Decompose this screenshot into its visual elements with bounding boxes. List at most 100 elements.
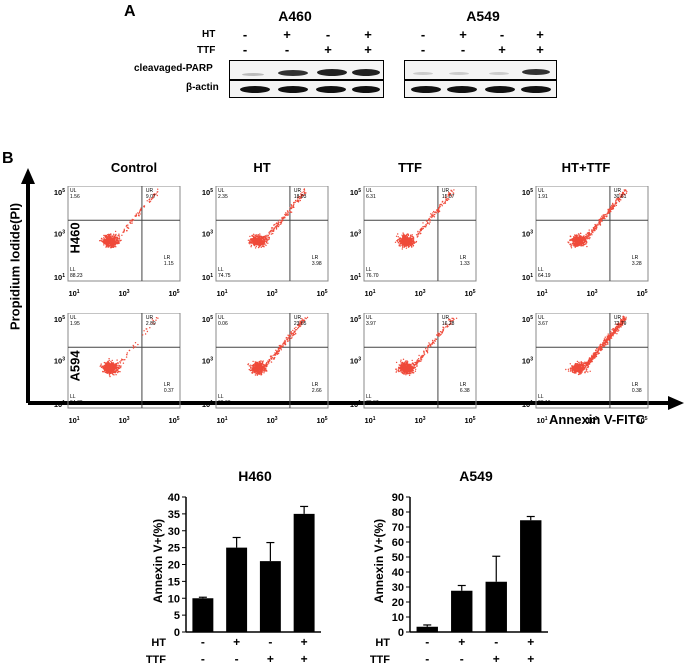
- flow-y-tick: 103: [202, 230, 213, 239]
- quadrant-label-ul: UL: [218, 315, 225, 321]
- quadrant-label-ul: UL: [70, 188, 77, 194]
- quadrant-label-ul: UL: [366, 315, 373, 321]
- wb-sign: -: [242, 42, 248, 57]
- treatment-row-label: TTF: [370, 654, 390, 666]
- treatment-sign: +: [233, 635, 240, 649]
- quadrant-label-ul: UL: [70, 315, 77, 321]
- bar-y-tick-label: 10: [168, 593, 180, 605]
- flow-y-tick: 103: [202, 357, 213, 366]
- wb-sign: +: [536, 27, 544, 42]
- flow-x-tick: 105: [636, 416, 647, 425]
- quadrant-value-ul: 2.35: [218, 194, 228, 200]
- treatment-sign: +: [527, 635, 534, 649]
- quadrant-label-lr: LR: [632, 382, 639, 388]
- flow-x-tick: 101: [364, 289, 375, 298]
- treatment-sign: -: [425, 652, 429, 666]
- treatment-row-label: TTF: [146, 654, 166, 666]
- treatment-sign: +: [493, 652, 500, 666]
- x-axis-title: Annexin V-FITC: [549, 412, 646, 427]
- quadrant-label-ul: UL: [366, 188, 373, 194]
- bar-y-tick-label: 20: [168, 560, 180, 572]
- quadrant-value-ll: 64.19: [538, 273, 551, 279]
- quadrant-label-ur: UR: [442, 188, 450, 194]
- quadrant-value-ur: 23.65: [294, 321, 307, 327]
- quadrant-value-ur: 30.61: [614, 194, 627, 200]
- bar-y-tick-label: 30: [392, 582, 404, 594]
- bar-y-tick-label: 10: [392, 612, 404, 624]
- quadrant-value-ll: 76.70: [366, 273, 379, 279]
- treatment-sign: -: [201, 652, 205, 666]
- wb-sign: +: [283, 27, 291, 42]
- quadrant-label-ll: LL: [538, 394, 544, 400]
- quadrant-value-lr: 2.66: [312, 388, 322, 394]
- flow-x-tick: 103: [266, 289, 277, 298]
- treatment-sign: -: [201, 635, 205, 649]
- treatment-row-label: HT: [151, 637, 166, 649]
- blot-parp-a549: [404, 60, 557, 80]
- flow-x-tick: 101: [216, 289, 227, 298]
- bar-y-tick-label: 0: [398, 627, 404, 639]
- wb-sign: -: [325, 27, 331, 42]
- quadrant-value-ll: 73.37: [366, 400, 379, 406]
- bar-y-tick-label: 30: [168, 526, 180, 538]
- bar-y-tick-label: 40: [168, 492, 180, 504]
- flow-y-tick: 103: [54, 357, 65, 366]
- treatment-sign: -: [235, 652, 239, 666]
- flow-x-tick: 103: [414, 289, 425, 298]
- flow-x-tick: 103: [118, 289, 129, 298]
- flow-y-tick: 105: [54, 188, 65, 197]
- quadrant-value-ul: 3.67: [538, 321, 548, 327]
- flow-x-tick: 103: [586, 416, 597, 425]
- treatment-sign: +: [301, 652, 308, 666]
- flow-x-tick: 101: [216, 416, 227, 425]
- quadrant-value-lr: 3.28: [632, 261, 642, 267]
- quadrant-value-ll: 74.75: [218, 273, 231, 279]
- wb-row-label-ht: HT: [202, 29, 216, 40]
- quadrant-value-ur: 18.93: [294, 194, 307, 200]
- flow-x-tick: 105: [316, 289, 327, 298]
- flow-y-tick: 103: [522, 230, 533, 239]
- quadrant-value-lr: 6.38: [460, 388, 470, 394]
- wb-row-label-ttf: TTF: [197, 45, 216, 56]
- bar-y-tick-label: 35: [168, 509, 180, 521]
- quadrant-value-lr: 1.15: [164, 261, 174, 267]
- flow-y-tick: 101: [350, 400, 361, 409]
- bar: [485, 581, 507, 632]
- bar-y-tick-label: 20: [392, 597, 404, 609]
- wb-sign: -: [499, 27, 505, 42]
- bar-title-a549: A549: [459, 468, 493, 484]
- wb-sign: +: [324, 42, 332, 57]
- quadrant-value-lr: 1.33: [460, 261, 470, 267]
- wb-sign: -: [420, 42, 426, 57]
- quadrant-value-lr: 0.37: [164, 388, 174, 394]
- quadrant-label-ll: LL: [70, 267, 76, 273]
- quadrant-label-ll: LL: [218, 267, 224, 273]
- quadrant-value-ul: 1.95: [70, 321, 80, 327]
- quadrant-value-ul: 1.56: [70, 194, 80, 200]
- treatment-sign: +: [458, 635, 465, 649]
- column-title-control: Control: [110, 160, 158, 175]
- quadrant-value-lr: 3.98: [312, 261, 322, 267]
- treatment-sign: -: [494, 635, 498, 649]
- quadrant-value-ul: 0.06: [218, 321, 228, 327]
- flow-x-tick: 101: [536, 416, 547, 425]
- blot-parp-a460: [229, 60, 384, 80]
- quadrant-value-ll: 88.23: [70, 273, 83, 279]
- wb-sign: +: [536, 42, 544, 57]
- flow-y-tick: 101: [54, 273, 65, 282]
- flow-y-tick: 101: [202, 400, 213, 409]
- flow-y-tick: 105: [522, 188, 533, 197]
- quadrant-label-lr: LR: [312, 255, 319, 261]
- column-title-ht-ttf: HT+TTF: [561, 160, 611, 175]
- bar: [520, 520, 542, 632]
- quadrant-value-ul: 1.91: [538, 194, 548, 200]
- quadrant-value-ur: 15.87: [442, 194, 455, 200]
- wb-sign: -: [420, 27, 426, 42]
- bar-y-tick-label: 0: [174, 627, 180, 639]
- flow-y-tick: 105: [202, 315, 213, 324]
- quadrant-label-ul: UL: [218, 188, 225, 194]
- quadrant-label-ul: UL: [538, 315, 545, 321]
